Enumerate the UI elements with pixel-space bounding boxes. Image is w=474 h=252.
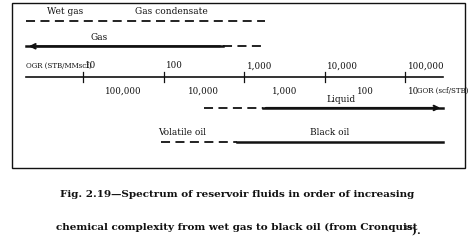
Text: 10: 10: [408, 86, 419, 96]
Text: Volatile oil: Volatile oil: [158, 128, 207, 137]
Text: 100: 100: [356, 86, 374, 96]
Text: 1,000: 1,000: [246, 61, 272, 70]
Text: 100,000: 100,000: [408, 61, 444, 70]
Text: 10: 10: [85, 61, 97, 70]
Text: GOR (scf/STB): GOR (scf/STB): [417, 86, 468, 94]
Text: 10,000: 10,000: [188, 86, 219, 96]
Text: $^{38}$).: $^{38}$).: [402, 223, 421, 238]
Text: chemical complexity from wet gas to black oil (from Cronquist: chemical complexity from wet gas to blac…: [56, 223, 418, 232]
Text: 100: 100: [166, 61, 183, 70]
Text: Fig. 2.19—Spectrum of reservoir fluids in order of increasing: Fig. 2.19—Spectrum of reservoir fluids i…: [60, 190, 414, 199]
Text: Wet gas: Wet gas: [47, 7, 83, 16]
Text: Liquid: Liquid: [327, 95, 356, 104]
Text: OGR (STB/MMscf): OGR (STB/MMscf): [26, 61, 91, 69]
Text: Gas condensate: Gas condensate: [135, 7, 208, 16]
Text: 10,000: 10,000: [327, 61, 358, 70]
Text: Black oil: Black oil: [310, 128, 349, 137]
Text: 100,000: 100,000: [105, 86, 142, 96]
Text: Gas: Gas: [91, 33, 108, 42]
Text: 1,000: 1,000: [272, 86, 297, 96]
